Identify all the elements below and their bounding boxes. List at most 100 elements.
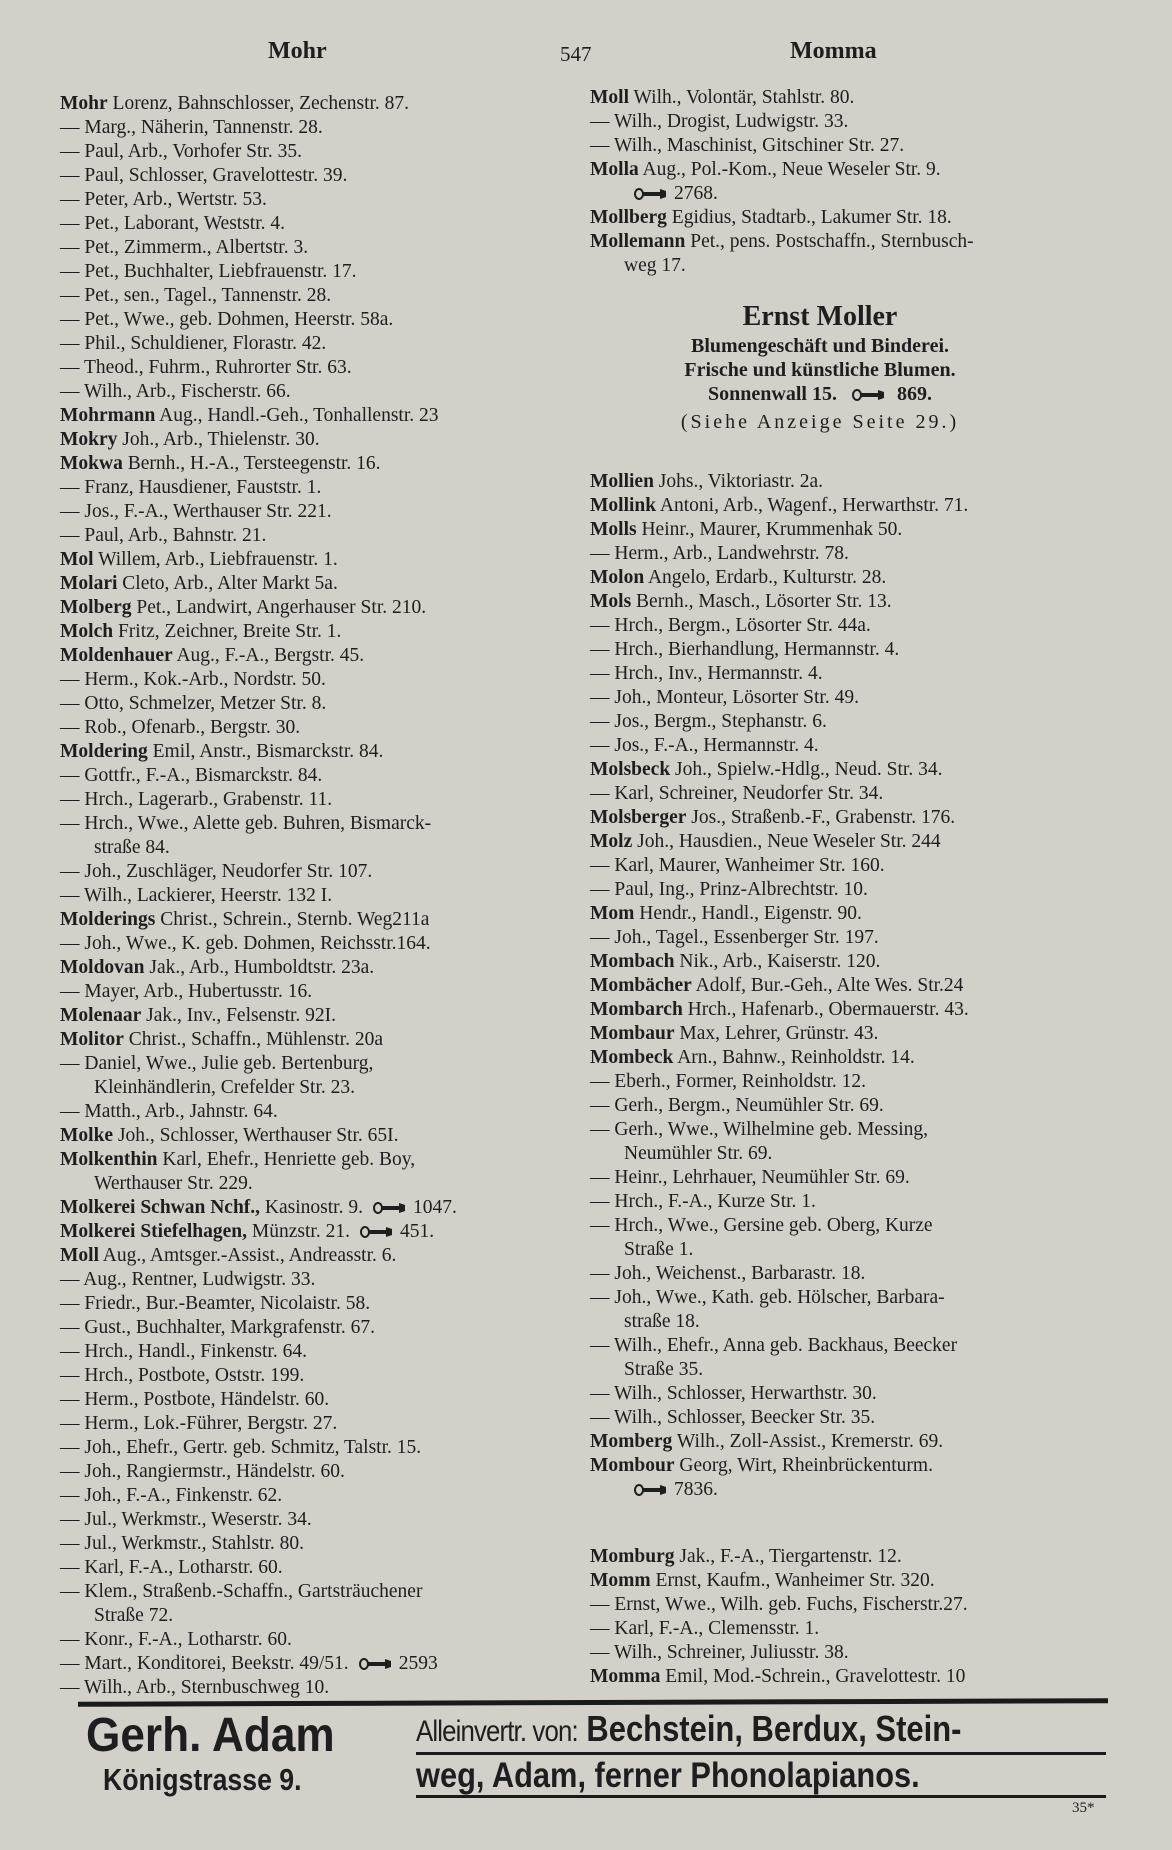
phone-number: 451. (399, 1221, 435, 1242)
directory-entry: Moldovan Jak., Arb., Humboldtstr. 23a. (60, 956, 457, 980)
directory-entry: — Konr., F.-A., Lotharstr. 60. (60, 1628, 457, 1652)
entry-surname: Mombeck (590, 1047, 674, 1068)
entry-surname: Moldovan (60, 957, 145, 978)
directory-entry: Molenaar Jak., Inv., Felsenstr. 92I. (60, 1004, 457, 1028)
directory-entry: — Karl, F.-A., Clemensstr. 1. (590, 1617, 968, 1641)
directory-entry: — Gerh., Bergm., Neumühler Str. 69. (590, 1094, 969, 1118)
entry-continuation: Kleinhändlerin, Crefelder Str. 23. (60, 1076, 457, 1100)
advert-adam-brands: Bechstein, Berdux, Stein- (586, 1708, 962, 1749)
directory-entry: Molderings Christ., Schrein., Sternb. We… (60, 908, 457, 932)
entry-surname: Moll (60, 1245, 99, 1266)
directory-entry: — Paul, Schlosser, Gravelottestr. 39. (60, 164, 457, 188)
entry-text: — Wilh., Arb., Sternbuschweg 10. (60, 1677, 330, 1698)
entry-text: — Jos., F.-A., Hermannstr. 4. (590, 735, 819, 756)
entry-text: Aug., Pol.-Kom., Neue Weseler Str. 9. (638, 159, 941, 180)
entry-surname: Molch (60, 621, 114, 642)
entry-text: — Wilh., Schlosser, Herwarthstr. 30. (590, 1383, 877, 1404)
entry-text: — Joh., F.-A., Finkenstr. 62. (60, 1485, 283, 1506)
entry-text: Heinr., Maurer, Krummenhak 50. (636, 519, 903, 540)
directory-entry: Mombour Georg, Wirt, Rheinbrückenturm. (590, 1454, 969, 1478)
entry-text: — Joh., Wwe., K. geb. Dohmen, Reichsstr.… (60, 933, 431, 954)
entry-text: Emil, Anstr., Bismarckstr. 84. (147, 741, 384, 762)
right-column-middle: Mollien Johs., Viktoriastr. 2a. Mollink A… (590, 470, 969, 1502)
entry-text: — Joh., Zuschläger, Neudorfer Str. 107. (60, 861, 373, 882)
entry-text: — Wilh., Schreiner, Juliusstr. 38. (590, 1642, 849, 1663)
directory-entry: — Hrch., Wwe., Gersine geb. Oberg, Kurze (590, 1214, 969, 1238)
directory-entry: — Herm., Postbote, Händelstr. 60. (60, 1388, 457, 1412)
entry-surname: Molkerei Schwan Nchf., (60, 1197, 261, 1218)
entry-text: — Joh., Weichenst., Barbarastr. 18. (590, 1263, 866, 1284)
directory-entry: — Pet., sen., Tagel., Tannenstr. 28. (60, 284, 457, 308)
phone-number: 1047. (412, 1197, 457, 1218)
advert-adam-address: Königstrasse 9. (103, 1762, 302, 1797)
entry-text: — Gust., Buchhalter, Markgrafenstr. 67. (60, 1317, 375, 1338)
entry-text: — Pet., Buchhalter, Liebfrauenstr. 17. (60, 261, 357, 282)
directory-entry: Molitor Christ., Schaffn., Mühlenstr. 20… (60, 1028, 457, 1052)
directory-entry: — Mayer, Arb., Hubertusstr. 16. (60, 980, 457, 1004)
directory-entry: Molberg Pet., Landwirt, Angerhauser Str.… (60, 596, 457, 620)
entry-text: Münzstr. 21. (247, 1221, 350, 1242)
entry-surname: Momberg (590, 1431, 673, 1452)
entry-text: — Joh., Ehefr., Gertr. geb. Schmitz, Tal… (60, 1437, 422, 1458)
entry-text: — Herm., Kok.-Arb., Nordstr. 50. (60, 669, 326, 690)
directory-entry: Mollberg Egidius, Stadtarb., Lakumer Str… (590, 206, 974, 230)
entry-text: — Wilh., Lackierer, Heerstr. 132 I. (60, 885, 333, 906)
entry-text: Arn., Bahnw., Reinholdstr. 14. (673, 1047, 915, 1068)
entry-text: — Gerh., Bergm., Neumühler Str. 69. (590, 1095, 884, 1116)
entry-text: Werthauser Str. 229. (94, 1173, 253, 1194)
directory-entry: — Jul., Werkmstr., Stahlstr. 80. (60, 1532, 457, 1556)
directory-entry: — Wilh., Schlosser, Beecker Str. 35. (590, 1406, 969, 1430)
entry-text: — Heinr., Lehrhauer, Neumühler Str. 69. (590, 1167, 910, 1188)
directory-entry: — Phil., Schuldiener, Florastr. 42. (60, 332, 457, 356)
entry-text: Straße 1. (624, 1239, 694, 1260)
printer-signature: 35* (1072, 1800, 1095, 1816)
directory-entry: Molon Angelo, Erdarb., Kulturstr. 28. (590, 566, 969, 590)
entry-text: weg 17. (624, 255, 686, 276)
entry-text: — Paul, Arb., Bahnstr. 21. (60, 525, 267, 546)
entry-text: — Daniel, Wwe., Julie geb. Bertenburg, (60, 1053, 374, 1074)
advert-address-line: Sonnenwall 15. 869. (600, 382, 1040, 407)
entry-text: — Mayer, Arb., Hubertusstr. 16. (60, 981, 313, 1002)
entry-text: Joh., Spielw.-Hdlg., Neud. Str. 34. (670, 759, 943, 780)
entry-text: — Hrch., Wwe., Alette geb. Buhren, Bisma… (60, 813, 432, 834)
entry-text: — Friedr., Bur.-Beamter, Nicolaistr. 58. (60, 1293, 371, 1314)
entry-text: — Paul, Schlosser, Gravelottestr. 39. (60, 165, 348, 186)
telephone-handset-icon (358, 1653, 393, 1677)
phone-number: 2768. (674, 183, 718, 204)
directory-entry: — Wilh., Arb., Fischerstr. 66. (60, 380, 457, 404)
entry-text: Adolf, Bur.-Geh., Alte Wes. Str.24 (691, 975, 964, 996)
entry-text: — Klem., Straßenb.-Schaffn., Gartsträuch… (60, 1581, 423, 1602)
directory-entry: Momm Ernst, Kaufm., Wanheimer Str. 320. (590, 1569, 968, 1593)
directory-entry: — Wilh., Arb., Sternbuschweg 10. (60, 1676, 457, 1700)
entry-text: Joh., Hausdien., Neue Weseler Str. 244 (632, 831, 941, 852)
directory-entry: Molz Joh., Hausdien., Neue Weseler Str. … (590, 830, 969, 854)
entry-surname: Molz (590, 831, 633, 852)
entry-text: Kasinostr. 9. (260, 1197, 363, 1218)
entry-surname: Molari (60, 573, 118, 594)
entry-text: — Joh., Tagel., Essenberger Str. 197. (590, 927, 879, 948)
directory-entry: — Joh., Weichenst., Barbarastr. 18. (590, 1262, 969, 1286)
directory-entry: — Joh., Ehefr., Gertr. geb. Schmitz, Tal… (60, 1436, 457, 1460)
entry-text: — Pet., Zimmerm., Albertstr. 3. (60, 237, 309, 258)
advert-adam-prefix: Alleinvertr. von: (416, 1715, 579, 1748)
directory-entry: — Pet., Buchhalter, Liebfrauenstr. 17. (60, 260, 457, 284)
entry-text: — Jos., F.-A., Werthauser Str. 221. (60, 501, 332, 522)
directory-entry: Molkerei Stiefelhagen, Münzstr. 21. 451. (60, 1220, 457, 1244)
entry-surname: Mohrmann (60, 405, 156, 426)
entry-text: Neumühler Str. 69. (624, 1143, 773, 1164)
directory-entry: — Paul, Arb., Bahnstr. 21. (60, 524, 457, 548)
entry-text: Jak., Inv., Felsenstr. 92I. (141, 1005, 337, 1026)
directory-entry: — Pet., Laborant, Weststr. 4. (60, 212, 457, 236)
directory-entry: — Wilh., Schlosser, Herwarthstr. 30. (590, 1382, 969, 1406)
entry-text: Antoni, Arb., Wagenf., Herwarthstr. 71. (656, 495, 969, 516)
directory-entry: — Wilh., Schreiner, Juliusstr. 38. (590, 1641, 968, 1665)
entry-text: — Aug., Rentner, Ludwigstr. 33. (60, 1269, 316, 1290)
directory-entry: — Friedr., Bur.-Beamter, Nicolaistr. 58. (60, 1292, 457, 1316)
directory-entry: — Theod., Fuhrm., Ruhrorter Str. 63. (60, 356, 457, 380)
entry-text: Hendr., Handl., Eigenstr. 90. (634, 903, 862, 924)
directory-entry: — Gottfr., F.-A., Bismarckstr. 84. (60, 764, 457, 788)
entry-text: — Karl, Maurer, Wanheimer Str. 160. (590, 855, 885, 876)
entry-text: — Hrch., Postbote, Oststr. 199. (60, 1365, 305, 1386)
directory-entry: — Jos., Bergm., Stephanstr. 6. (590, 710, 969, 734)
entry-text: Bernh., Masch., Lösorter Str. 13. (631, 591, 892, 612)
